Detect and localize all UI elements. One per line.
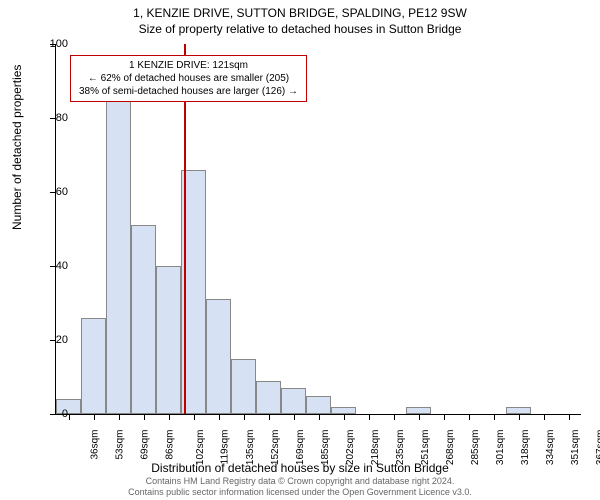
x-axis-label: Distribution of detached houses by size …	[0, 461, 600, 475]
xtick	[344, 414, 345, 420]
ytick-label: 60	[38, 186, 68, 198]
xtick	[69, 414, 70, 420]
xtick	[369, 414, 370, 420]
xtick-label: 102sqm	[195, 430, 206, 466]
bar	[131, 225, 156, 414]
xtick-label: 334sqm	[545, 430, 556, 466]
chart-container: 1, KENZIE DRIVE, SUTTON BRIDGE, SPALDING…	[0, 0, 600, 500]
xtick-label: 86sqm	[164, 430, 175, 460]
xtick	[269, 414, 270, 420]
xtick-label: 318sqm	[520, 430, 531, 466]
xtick	[519, 414, 520, 420]
xtick-label: 119sqm	[219, 430, 230, 465]
xtick-label: 53sqm	[114, 430, 125, 460]
xtick	[444, 414, 445, 420]
xtick	[119, 414, 120, 420]
ytick-label: 20	[38, 334, 68, 346]
ytick-label: 40	[38, 260, 68, 272]
bar	[81, 318, 106, 414]
bar	[231, 359, 256, 415]
xtick	[219, 414, 220, 420]
bar	[156, 266, 181, 414]
bar	[506, 407, 531, 414]
xtick	[469, 414, 470, 420]
bar	[281, 388, 306, 414]
xtick	[569, 414, 570, 420]
xtick-label: 285sqm	[470, 430, 481, 466]
xtick-label: 218sqm	[370, 430, 381, 466]
ytick-label: 100	[38, 38, 68, 50]
info-line-3: 38% of semi-detached houses are larger (…	[79, 85, 298, 98]
footer-line-1: Contains HM Land Registry data © Crown c…	[0, 476, 600, 487]
xtick-label: 301sqm	[495, 430, 506, 466]
xtick	[494, 414, 495, 420]
xtick-label: 251sqm	[420, 430, 431, 466]
xtick	[319, 414, 320, 420]
xtick	[194, 414, 195, 420]
xtick-label: 169sqm	[295, 430, 306, 466]
info-box: 1 KENZIE DRIVE: 121sqm ← 62% of detached…	[70, 55, 307, 102]
xtick-label: 135sqm	[245, 430, 256, 466]
xtick-label: 202sqm	[345, 430, 356, 466]
info-line-2: ← 62% of detached houses are smaller (20…	[79, 72, 298, 85]
bar	[206, 299, 231, 414]
title-sub: Size of property relative to detached ho…	[0, 20, 600, 36]
bar	[256, 381, 281, 414]
info-line-1: 1 KENZIE DRIVE: 121sqm	[79, 59, 298, 72]
xtick-label: 268sqm	[445, 430, 456, 466]
xtick	[394, 414, 395, 420]
footer: Contains HM Land Registry data © Crown c…	[0, 476, 600, 498]
xtick-label: 69sqm	[139, 430, 150, 460]
xtick	[144, 414, 145, 420]
xtick-label: 36sqm	[89, 430, 100, 460]
xtick	[94, 414, 95, 420]
y-axis-label: Number of detached properties	[10, 65, 24, 230]
title-main: 1, KENZIE DRIVE, SUTTON BRIDGE, SPALDING…	[0, 0, 600, 20]
footer-line-2: Contains public sector information licen…	[0, 487, 600, 498]
bar	[106, 85, 131, 414]
xtick	[244, 414, 245, 420]
xtick	[419, 414, 420, 420]
bar	[306, 396, 331, 415]
xtick-label: 235sqm	[395, 430, 406, 466]
xtick	[169, 414, 170, 420]
xtick-label: 185sqm	[320, 430, 331, 466]
ytick-label: 80	[38, 112, 68, 124]
xtick-label: 152sqm	[270, 430, 281, 466]
ytick-label: 0	[38, 408, 68, 420]
bar	[331, 407, 356, 414]
xtick	[294, 414, 295, 420]
xtick	[544, 414, 545, 420]
xtick-label: 367sqm	[595, 430, 600, 466]
xtick-label: 351sqm	[570, 430, 581, 466]
bar	[406, 407, 431, 414]
